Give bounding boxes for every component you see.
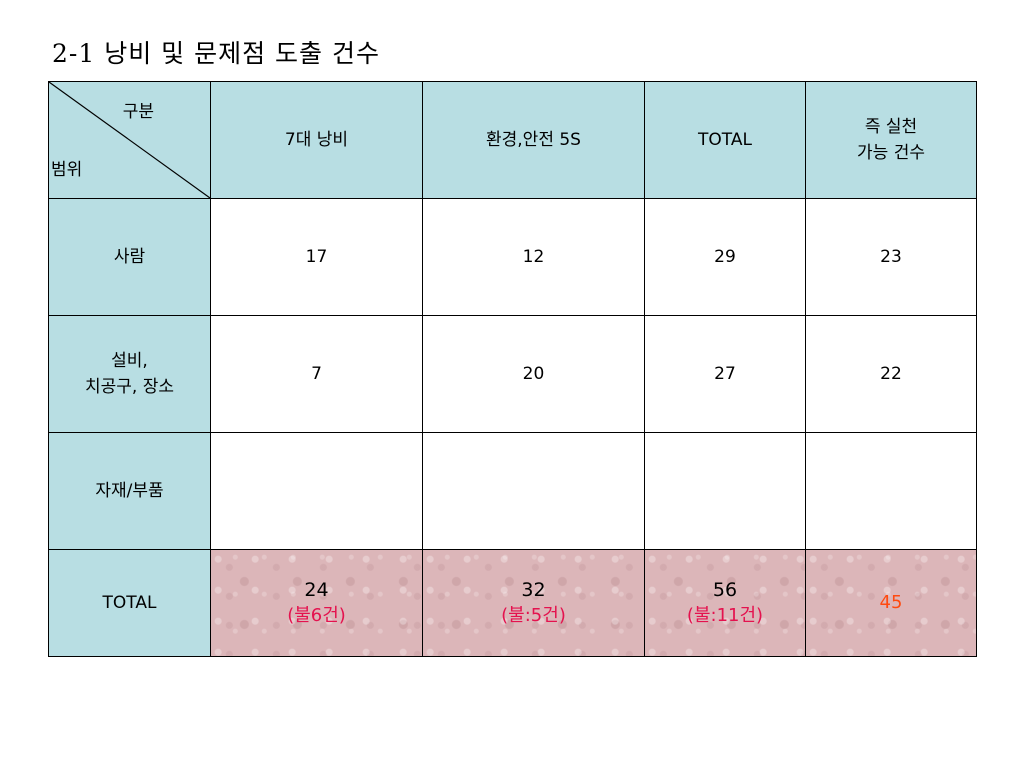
cell-value bbox=[644, 432, 806, 550]
row-label-people: 사람 bbox=[48, 198, 211, 316]
row-label-equipment: 설비, 치공구, 장소 bbox=[48, 315, 211, 433]
total-cell-seven-wastes: 24 (불6건) bbox=[210, 549, 423, 657]
cell-value bbox=[210, 432, 423, 550]
table-row-people: 사람 17 12 29 23 bbox=[48, 198, 977, 316]
cell-value: 17 bbox=[210, 198, 423, 316]
header-row: 구분 범위 7대 낭비 환경,안전 5S TOTAL 즉 실천 가능 건수 bbox=[48, 81, 977, 199]
cell-value: 23 bbox=[805, 198, 977, 316]
row-label-total: TOTAL bbox=[48, 549, 211, 657]
column-header-line-1: 즉 실천 bbox=[864, 117, 918, 137]
corner-header-cell: 구분 범위 bbox=[48, 81, 211, 199]
total-value: 56 bbox=[712, 579, 738, 601]
table-row-materials: 자재/부품 bbox=[48, 432, 977, 550]
total-cell-env-safety-5s: 32 (불:5건) bbox=[422, 549, 645, 657]
row-label-line-2: 치공구, 장소 bbox=[84, 377, 174, 397]
column-header-total: TOTAL bbox=[644, 81, 806, 199]
total-note: (불6건) bbox=[287, 605, 346, 626]
corner-label-category: 구분 bbox=[122, 102, 154, 122]
total-value: 32 bbox=[521, 579, 546, 601]
diagonal-divider bbox=[49, 82, 210, 198]
table-row-equipment: 설비, 치공구, 장소 7 20 27 22 bbox=[48, 315, 977, 433]
corner-label-scope: 범위 bbox=[51, 160, 83, 180]
cell-value: 7 bbox=[210, 315, 423, 433]
total-value: 24 bbox=[304, 579, 329, 601]
total-cell-total: 56 (불:11건) bbox=[644, 549, 806, 657]
page-title: 2-1 낭비 및 문제점 도출 건수 bbox=[52, 39, 380, 68]
cell-value: 20 bbox=[422, 315, 645, 433]
column-header-env-safety-5s: 환경,안전 5S bbox=[422, 81, 645, 199]
waste-count-table: 구분 범위 7대 낭비 환경,안전 5S TOTAL 즉 실천 가능 건수 사람… bbox=[48, 81, 977, 657]
total-cell-immediate-action: 45 bbox=[805, 549, 977, 657]
row-label-materials: 자재/부품 bbox=[48, 432, 211, 550]
cell-value bbox=[422, 432, 645, 550]
row-label-line-1: 설비, bbox=[111, 351, 148, 371]
table-row-total: TOTAL 24 (불6건) 32 (불:5건) 56 (불:11건) 45 bbox=[48, 549, 977, 657]
cell-value: 29 bbox=[644, 198, 806, 316]
column-header-immediate-action: 즉 실천 가능 건수 bbox=[805, 81, 977, 199]
column-header-line-2: 가능 건수 bbox=[857, 143, 925, 163]
cell-value: 12 bbox=[422, 198, 645, 316]
cell-value: 22 bbox=[805, 315, 977, 433]
total-note: (불:11건) bbox=[686, 605, 764, 626]
cell-value: 27 bbox=[644, 315, 806, 433]
cell-value bbox=[805, 432, 977, 550]
column-header-seven-wastes: 7대 낭비 bbox=[210, 81, 423, 199]
total-note: (불:5건) bbox=[501, 605, 566, 626]
total-value: 45 bbox=[879, 592, 903, 613]
